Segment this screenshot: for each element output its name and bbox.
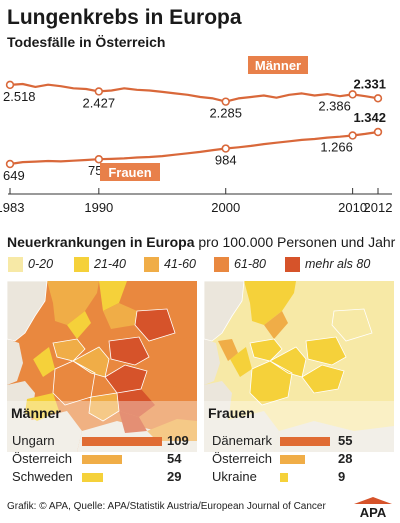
data-point bbox=[348, 131, 357, 140]
value-label: 55 bbox=[338, 433, 353, 448]
value-label: 29 bbox=[167, 469, 182, 484]
value-label: 54 bbox=[167, 451, 182, 466]
source-footer: Grafik: © APA, Quelle: APA/Statistik Aus… bbox=[7, 501, 326, 512]
series-line-maenner bbox=[9, 82, 379, 103]
data-point bbox=[373, 94, 383, 103]
data-label: 984 bbox=[215, 153, 237, 168]
value-bar bbox=[82, 455, 122, 464]
x-tick-label: 2012 bbox=[364, 200, 393, 215]
data-point bbox=[94, 87, 104, 96]
data-point bbox=[221, 97, 230, 106]
country-name: Dänemark bbox=[212, 433, 272, 448]
map-women: Frauen bbox=[204, 281, 394, 452]
data-label: 649 bbox=[3, 168, 25, 183]
legend-swatch bbox=[285, 256, 300, 272]
country-name: Ungarn bbox=[12, 433, 55, 448]
map-legend: 0-20 21-40 41-60 61-80 mehr als 80 bbox=[8, 256, 398, 272]
ranking-row: Österreich 54 bbox=[12, 451, 202, 467]
maps-title-bold: Neuerkrankungen in Europa bbox=[7, 234, 195, 250]
legend-item-41-60: 41-60 bbox=[144, 256, 196, 272]
data-label: 2.386 bbox=[318, 98, 351, 113]
series-line-frauen bbox=[9, 130, 379, 166]
data-label: 1.266 bbox=[320, 140, 353, 155]
map-men-label: Männer bbox=[11, 405, 61, 421]
map-women-label: Frauen bbox=[208, 405, 255, 421]
ranking-row: Ungarn 109 bbox=[12, 433, 202, 449]
ranking-row: Ukraine 9 bbox=[212, 469, 400, 485]
legend-item-over-80: mehr als 80 bbox=[285, 256, 370, 272]
value-label: 9 bbox=[338, 469, 346, 484]
data-point bbox=[94, 155, 104, 164]
data-point bbox=[348, 90, 357, 99]
europe-map-women bbox=[204, 281, 394, 452]
data-label: 2.518 bbox=[3, 89, 36, 104]
country-name: Österreich bbox=[12, 451, 72, 466]
country-name: Österreich bbox=[212, 451, 272, 466]
value-label: 109 bbox=[167, 433, 189, 448]
ranking-row: Dänemark 55 bbox=[212, 433, 400, 449]
series-label-box bbox=[248, 56, 308, 74]
x-tick-label: 2000 bbox=[211, 200, 240, 215]
legend-item-61-80: 61-80 bbox=[214, 256, 266, 272]
chart-title: Lungenkrebs in Europa bbox=[7, 6, 242, 29]
data-label: 2.285 bbox=[209, 106, 242, 121]
data-label: 1.342 bbox=[353, 110, 386, 125]
legend-swatch bbox=[74, 256, 89, 272]
legend-label: 61-80 bbox=[234, 257, 266, 271]
ranking-row: Österreich 28 bbox=[212, 451, 400, 467]
value-label: 28 bbox=[338, 451, 353, 466]
value-bar bbox=[280, 473, 288, 482]
legend-label: 21-40 bbox=[94, 257, 126, 271]
legend-label: 41-60 bbox=[164, 257, 196, 271]
value-bar bbox=[280, 437, 330, 446]
x-tick-label: 1990 bbox=[84, 200, 113, 215]
value-bar bbox=[280, 455, 305, 464]
data-label: 2.331 bbox=[353, 76, 386, 91]
value-bar bbox=[82, 437, 162, 446]
maps-section-title: Neuerkrankungen in Europa pro 100.000 Pe… bbox=[7, 234, 395, 250]
series-name: Frauen bbox=[108, 165, 151, 180]
apa-logo: APA bbox=[354, 497, 392, 519]
data-point bbox=[221, 144, 230, 153]
legend-item-0-20: 0-20 bbox=[8, 256, 53, 272]
apa-logo-text: APA bbox=[360, 505, 387, 519]
data-label: 2.427 bbox=[83, 95, 116, 110]
legend-item-21-40: 21-40 bbox=[74, 256, 126, 272]
legend-swatch bbox=[214, 256, 229, 272]
series-name: Männer bbox=[255, 58, 301, 73]
legend-swatch bbox=[144, 256, 159, 272]
chart-subtitle: Todesfälle in Österreich bbox=[7, 34, 166, 50]
data-point bbox=[5, 159, 15, 169]
ranking-row: Schweden 29 bbox=[12, 469, 202, 485]
europe-map-men bbox=[7, 281, 197, 452]
map-men: Männer bbox=[7, 281, 197, 452]
legend-swatch bbox=[8, 256, 23, 272]
maps-title-rest: pro 100.000 Personen und Jahr bbox=[194, 234, 396, 250]
legend-label: mehr als 80 bbox=[305, 257, 371, 271]
value-bar bbox=[82, 473, 103, 482]
legend-label: 0-20 bbox=[28, 257, 54, 271]
country-name: Ukraine bbox=[212, 469, 257, 484]
x-tick-label: 2010 bbox=[338, 200, 367, 215]
series-label-box bbox=[100, 163, 160, 181]
x-tick-label: 1983 bbox=[0, 200, 24, 215]
country-name: Schweden bbox=[12, 469, 73, 484]
data-point bbox=[373, 127, 383, 137]
data-point bbox=[5, 80, 15, 90]
